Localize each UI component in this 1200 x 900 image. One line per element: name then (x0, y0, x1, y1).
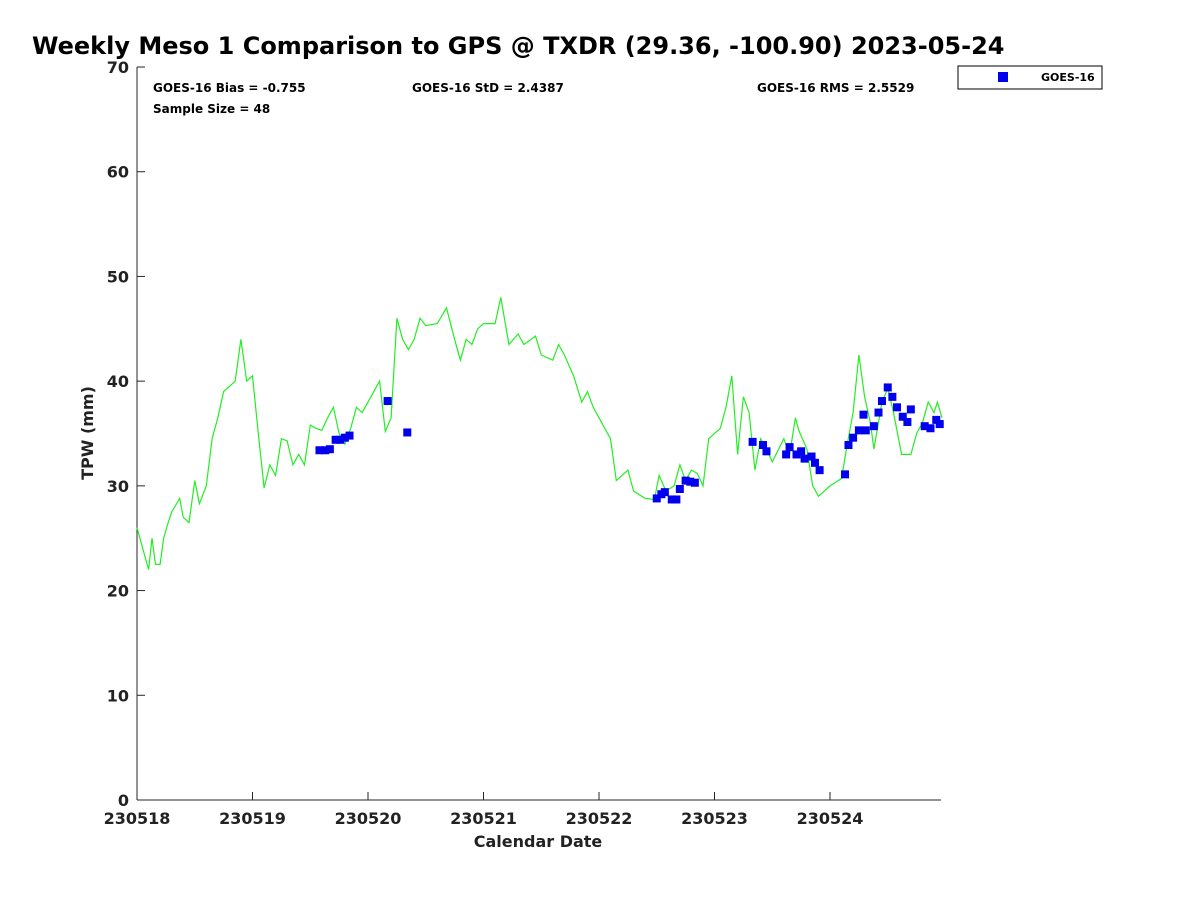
y-tick-label: 60 (107, 163, 129, 182)
goes16-point (325, 445, 334, 454)
goes16-point (340, 433, 349, 442)
stat-std: GOES-16 StD = 2.4387 (412, 81, 564, 95)
x-tick-label: 230523 (681, 809, 748, 828)
goes16-point (854, 426, 863, 435)
goes16-point (345, 431, 354, 440)
axes: 0 10 20 30 40 50 60 70 230518 230519 230520 230521 2… (104, 58, 941, 828)
goes16-point (869, 422, 878, 431)
goes16-point (861, 426, 870, 435)
goes16-point (762, 447, 771, 456)
goes16-point (815, 466, 824, 475)
y-tick-label: 10 (107, 686, 129, 705)
y-tick-label: 30 (107, 477, 129, 496)
goes16-point (906, 405, 915, 414)
goes16-point (652, 494, 661, 503)
goes16-point (903, 417, 912, 426)
goes16-point (841, 470, 850, 479)
gps-series-line (136, 297, 943, 570)
plot-area (136, 297, 944, 570)
goes16-point (785, 443, 794, 452)
legend-box (957, 65, 1103, 90)
goes16-point (403, 428, 412, 437)
goes16-point (874, 408, 883, 417)
stat-sample-size: Sample Size = 48 (153, 102, 270, 116)
goes16-point (782, 450, 791, 459)
legend-marker-goes16 (998, 72, 1008, 82)
goes16-point (748, 437, 757, 446)
stat-bias: GOES-16 Bias = -0.755 (153, 81, 306, 95)
goes16-point (883, 383, 892, 392)
goes16-point (681, 476, 690, 485)
goes16-point (383, 397, 392, 406)
goes16-point (920, 422, 929, 431)
goes16-point (926, 424, 935, 433)
stat-rms: GOES-16 RMS = 2.5529 (757, 81, 914, 95)
y-tick-label: 0 (118, 791, 129, 810)
goes16-point (321, 446, 330, 455)
goes16-point (690, 478, 699, 487)
x-tick-label: 230524 (797, 809, 864, 828)
goes16-point (810, 458, 819, 467)
goes16-point (331, 435, 340, 444)
goes16-point (898, 412, 907, 421)
x-tick-label: 230520 (335, 809, 402, 828)
y-tick-label: 70 (107, 58, 129, 77)
goes16-point (792, 450, 801, 459)
goes16-point (660, 488, 669, 497)
goes16-point (800, 454, 809, 463)
goes16-point (888, 392, 897, 401)
x-axis-label: Calendar Date (474, 832, 603, 851)
goes16-point (672, 495, 681, 504)
x-tick-label: 230518 (104, 809, 171, 828)
goes16-point (935, 420, 944, 429)
goes16-point (892, 403, 901, 412)
goes16-point (932, 415, 941, 424)
goes16-point (667, 495, 676, 504)
legend: GOES-16 (957, 65, 1103, 90)
goes16-point (797, 447, 806, 456)
goes16-point (807, 452, 816, 461)
goes16-point (686, 477, 695, 486)
goes16-point (877, 397, 886, 406)
legend-label-goes16: GOES-16 (1041, 71, 1095, 84)
goes16-point (844, 441, 853, 450)
x-tick-label: 230521 (450, 809, 517, 828)
goes16-point (859, 410, 868, 419)
goes16-point (759, 441, 768, 450)
y-tick-label: 20 (107, 582, 129, 601)
x-tick-label: 230522 (566, 809, 633, 828)
chart-title: Weekly Meso 1 Comparison to GPS @ TXDR (… (32, 32, 1004, 60)
goes16-point (336, 435, 345, 444)
goes16-point (675, 484, 684, 493)
goes16-point (315, 446, 324, 455)
y-axis-label: TPW (mm) (78, 386, 97, 480)
y-tick-label: 50 (107, 267, 129, 286)
x-tick-label: 230519 (219, 809, 286, 828)
goes16-point (849, 433, 858, 442)
y-tick-label: 40 (107, 372, 129, 391)
